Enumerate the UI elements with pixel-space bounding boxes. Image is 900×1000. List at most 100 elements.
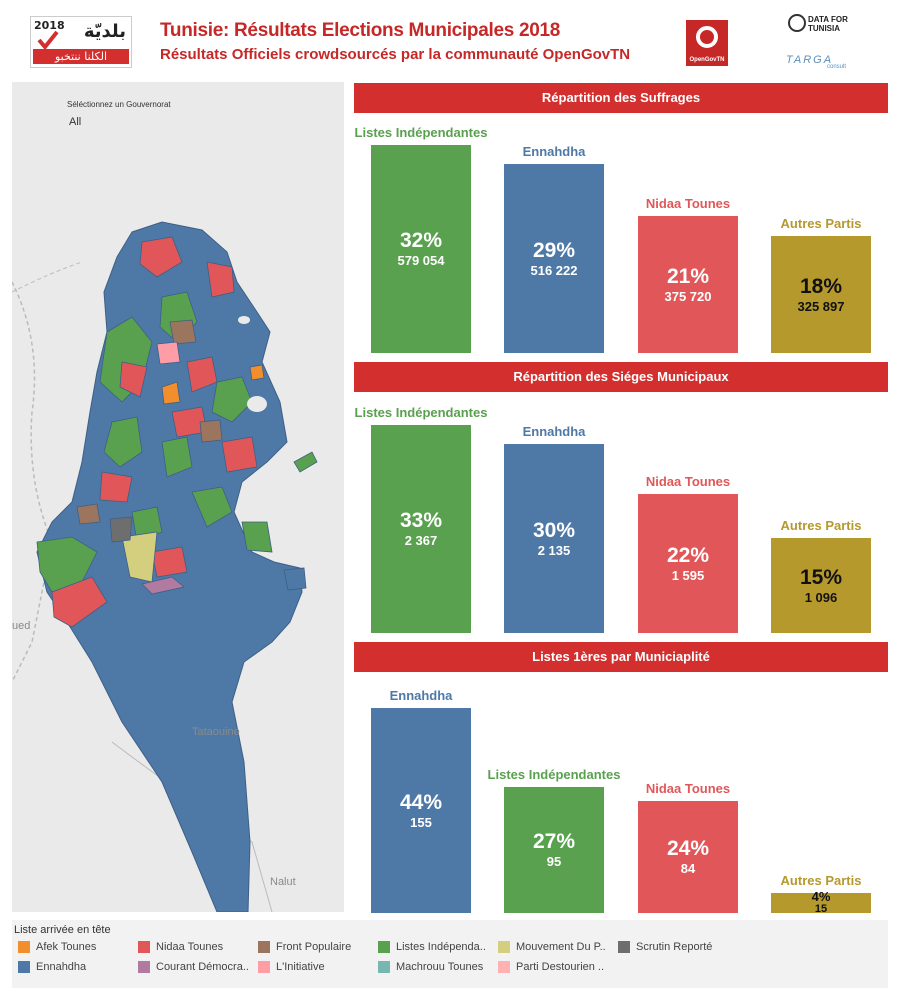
bar-autres-partis[interactable]: 4% 15 xyxy=(771,889,871,915)
bar-autres-partis[interactable]: 18% 325 897 xyxy=(771,236,871,353)
bar-percent-label: 32% xyxy=(399,229,443,252)
bar-category-label: Nidaa Tounes xyxy=(645,474,731,489)
map-canvas[interactable] xyxy=(12,82,344,912)
legend-label: Courant Démocra.. xyxy=(156,961,249,973)
logo-arabic-bottom: الكلنا ننتخبو xyxy=(33,49,129,64)
bar-percent-label: 4% xyxy=(811,889,831,904)
opengov-ring-icon xyxy=(696,26,718,48)
bar-autres-partis[interactable]: 15% 1 096 xyxy=(771,538,871,633)
legend-label: Mouvement Du P.. xyxy=(516,941,606,953)
bar-value-label: 579 054 xyxy=(397,253,445,268)
bar-listes-ind-pendantes[interactable]: 27% 95 xyxy=(504,787,604,913)
legend-item[interactable]: Mouvement Du P.. xyxy=(498,940,606,954)
map-place-label: ued xyxy=(12,620,31,632)
legend-label: Listes Indépenda.. xyxy=(396,941,486,953)
bar-category-label: Autres Partis xyxy=(780,216,862,231)
bar-value-label: 155 xyxy=(410,814,432,830)
bar-percent-label: 30% xyxy=(532,518,576,542)
bar-nidaa-tounes[interactable]: 21% 375 720 xyxy=(638,216,738,353)
bar-ennahdha[interactable]: 44% 155 xyxy=(371,708,471,913)
targa-logo[interactable]: TARGA consult xyxy=(786,54,846,72)
bar-percent-label: 27% xyxy=(532,830,576,853)
legend-item[interactable]: Scrutin Reporté xyxy=(618,940,712,954)
bar-value-label: 2 367 xyxy=(404,533,438,548)
bar-value-label: 84 xyxy=(680,861,696,876)
check-icon xyxy=(37,30,59,51)
legend-label: Scrutin Reporté xyxy=(636,941,713,953)
governorate-filter-label: Séléctionnez un Gouvernorat xyxy=(67,100,171,109)
legend-label: L'Initiative xyxy=(276,961,325,973)
legend-swatch-icon xyxy=(258,941,270,953)
page-subtitle: Résultats Officiels crowdsourcés par la … xyxy=(160,46,631,63)
bar-category-label: Ennahdha xyxy=(522,424,586,439)
legend-title: Liste arrivée en tête xyxy=(14,924,111,936)
section-header-suffrages: Répartition des Suffrages xyxy=(354,83,888,113)
legend-label: Parti Destourien .. xyxy=(516,961,605,973)
legend-label: Front Populaire xyxy=(276,941,352,953)
magnifier-icon xyxy=(788,14,806,32)
legend-item[interactable]: Front Populaire xyxy=(258,940,351,954)
legend-item[interactable]: Afek Tounes xyxy=(18,940,96,954)
legend-swatch-icon xyxy=(378,941,390,953)
bar-category-label: Listes Indépendantes xyxy=(354,405,488,420)
bar-percent-label: 24% xyxy=(666,837,710,860)
bar-nidaa-tounes[interactable]: 24% 84 xyxy=(638,801,738,913)
bar-value-label: 95 xyxy=(546,854,562,869)
legend-swatch-icon xyxy=(18,961,30,973)
bar-value-label: 1 096 xyxy=(804,589,838,605)
bar-category-label: Ennahdha xyxy=(389,688,453,703)
bar-value-label: 516 222 xyxy=(530,262,578,278)
bar-ennahdha[interactable]: 30% 2 135 xyxy=(504,444,604,633)
legend-swatch-icon xyxy=(378,961,390,973)
legend-swatch-icon xyxy=(258,961,270,973)
legend-item[interactable]: Nidaa Tounes xyxy=(138,940,223,954)
map-place-label: Tataouine xyxy=(192,726,240,738)
map-place-label: Nalut xyxy=(270,876,296,888)
bar-value-label: 1 595 xyxy=(671,567,705,583)
map-legend: Liste arrivée en tête Afek Tounes Ennahdh… xyxy=(12,920,888,988)
bar-ennahdha[interactable]: 29% 516 222 xyxy=(504,164,604,353)
legend-swatch-icon xyxy=(18,941,30,953)
bar-percent-label: 21% xyxy=(666,264,710,288)
bar-category-label: Ennahdha xyxy=(522,144,586,159)
bar-percent-label: 15% xyxy=(799,565,843,589)
bar-listes-ind-pendantes[interactable]: 32% 579 054 xyxy=(371,145,471,353)
bar-percent-label: 29% xyxy=(532,238,576,262)
bar-category-label: Listes Indépendantes xyxy=(354,125,488,140)
bar-value-label: 15 xyxy=(814,903,828,915)
bar-percent-label: 33% xyxy=(399,509,443,532)
governorate-filter-value[interactable]: All xyxy=(69,116,82,128)
opengovtn-logo[interactable]: OpenGovTN xyxy=(686,20,728,66)
bar-category-label: Autres Partis xyxy=(780,518,862,533)
bar-category-label: Autres Partis xyxy=(780,873,862,888)
legend-label: Ennahdha xyxy=(36,961,87,973)
legend-swatch-icon xyxy=(138,941,150,953)
baladia-logo: 2018 بلديّة الكلنا ننتخبو xyxy=(30,16,132,68)
legend-swatch-icon xyxy=(138,961,150,973)
targa-sub: consult xyxy=(826,64,846,70)
bar-value-label: 325 897 xyxy=(797,298,845,314)
section-header-listes-premieres: Listes 1ères par Municiaplité xyxy=(354,642,888,672)
bar-percent-label: 44% xyxy=(399,790,443,814)
page-title: Tunisie: Résultats Elections Municipales… xyxy=(160,20,561,41)
legend-item[interactable]: Ennahdha xyxy=(18,960,86,974)
legend-label: Nidaa Tounes xyxy=(156,941,224,953)
legend-item[interactable]: Machrouu Tounes xyxy=(378,960,483,974)
bar-listes-ind-pendantes[interactable]: 33% 2 367 xyxy=(371,425,471,633)
tunisia-map[interactable]: Séléctionnez un Gouvernorat All ued Tata… xyxy=(12,82,344,912)
bar-value-label: 375 720 xyxy=(664,288,712,304)
legend-item[interactable]: Listes Indépenda.. xyxy=(378,940,486,954)
bar-percent-label: 18% xyxy=(799,274,843,298)
legend-item[interactable]: L'Initiative xyxy=(258,960,325,974)
data-for-tunisia-logo[interactable]: DATA FOR TUNISIA xyxy=(788,14,858,36)
legend-swatch-icon xyxy=(498,941,510,953)
data-for-tunisia-label: DATA FOR TUNISIA xyxy=(808,15,848,33)
logo-arabic-top: بلديّة xyxy=(83,21,126,42)
legend-swatch-icon xyxy=(618,941,630,953)
bar-category-label: Listes Indépendantes xyxy=(487,767,621,782)
legend-item[interactable]: Courant Démocra.. xyxy=(138,960,249,974)
legend-label: Machrouu Tounes xyxy=(396,961,484,973)
section-header-sieges: Répartition des Siéges Municipaux xyxy=(354,362,888,392)
bar-nidaa-tounes[interactable]: 22% 1 595 xyxy=(638,494,738,633)
legend-item[interactable]: Parti Destourien .. xyxy=(498,960,604,974)
